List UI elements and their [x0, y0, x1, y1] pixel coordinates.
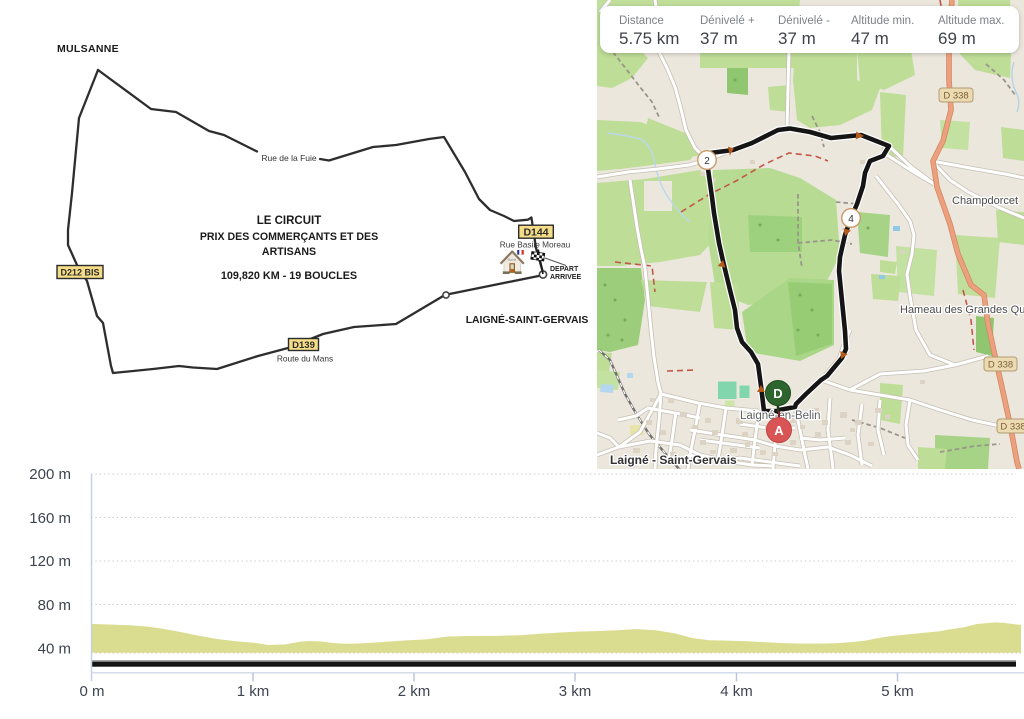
svg-text:ARTISANS: ARTISANS: [262, 246, 316, 258]
svg-text:D144: D144: [523, 227, 548, 239]
svg-text:160 m: 160 m: [29, 510, 71, 527]
svg-text:LAIGNÉ-SAINT-GERVAIS: LAIGNÉ-SAINT-GERVAIS: [466, 313, 589, 326]
svg-text:4: 4: [848, 214, 854, 225]
svg-text:D 338: D 338: [1000, 422, 1024, 433]
svg-text:D212 BIS: D212 BIS: [60, 268, 99, 278]
svg-text:Laigné-en-Belin: Laigné-en-Belin: [740, 410, 821, 422]
svg-text:Mairie: Mairie: [508, 258, 517, 262]
svg-text:ARRIVEE: ARRIVEE: [550, 274, 581, 281]
svg-text:40 m: 40 m: [38, 641, 71, 658]
svg-text:3 km: 3 km: [559, 683, 592, 700]
svg-text:120 m: 120 m: [29, 553, 71, 570]
svg-text:D: D: [773, 386, 782, 401]
svg-text:109,820 KM - 19 BOUCLES: 109,820 KM - 19 BOUCLES: [221, 270, 357, 282]
svg-text:80 m: 80 m: [38, 597, 71, 614]
svg-text:Route du Mans: Route du Mans: [277, 354, 333, 364]
svg-text:1 km: 1 km: [237, 683, 270, 700]
svg-text:0 m: 0 m: [79, 683, 104, 700]
svg-text:5 km: 5 km: [881, 683, 914, 700]
svg-text:2: 2: [704, 156, 710, 167]
svg-text:DEPART: DEPART: [550, 266, 579, 273]
svg-text:D 338: D 338: [943, 91, 968, 102]
svg-text:LE CIRCUIT: LE CIRCUIT: [257, 215, 322, 227]
svg-text:A: A: [774, 423, 784, 438]
svg-text:Laigné - Saint-Gervais: Laigné - Saint-Gervais: [610, 453, 737, 467]
svg-text:200 m: 200 m: [29, 466, 71, 483]
svg-text:2 km: 2 km: [398, 683, 431, 700]
svg-text:Rue de la Fuie: Rue de la Fuie: [261, 153, 317, 163]
svg-text:MULSANNE: MULSANNE: [57, 43, 119, 55]
svg-text:Hameau des Grandes Qu: Hameau des Grandes Qu: [900, 304, 1024, 316]
svg-text:4 km: 4 km: [720, 683, 753, 700]
svg-text:PRIX DES COMMERÇANTS ET DES: PRIX DES COMMERÇANTS ET DES: [200, 231, 378, 243]
svg-text:Rue Basile Moreau: Rue Basile Moreau: [500, 240, 571, 250]
svg-text:Champdorcet: Champdorcet: [952, 195, 1018, 207]
svg-text:D 338: D 338: [988, 360, 1013, 371]
svg-text:D139: D139: [292, 340, 315, 351]
